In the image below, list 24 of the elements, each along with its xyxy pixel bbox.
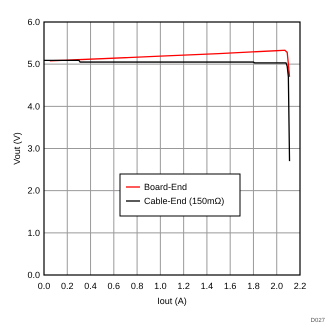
x-tick-label: 0.0: [38, 281, 50, 291]
x-tick-label: 0.4: [84, 281, 97, 291]
x-tick-label: 2.0: [270, 281, 283, 291]
legend-label: Cable-End (150mΩ): [144, 196, 224, 206]
x-tick-label: 2.2: [294, 281, 306, 291]
legend-label: Board-End: [144, 182, 188, 192]
x-axis-title: Iout (A): [157, 296, 187, 306]
y-tick-label: 3.0: [27, 144, 40, 154]
y-tick-label: 5.0: [27, 59, 40, 70]
x-tick-label: 1.4: [200, 281, 214, 291]
x-tick-label: 0.6: [108, 281, 120, 291]
y-tick-label: 4.0: [27, 101, 40, 112]
line-series: [49, 50, 290, 78]
x-tick-label: 1.0: [154, 281, 167, 291]
y-tick-label: 6.0: [27, 17, 40, 27]
y-tick-label: 0.0: [27, 270, 40, 280]
y-axis-title: Vout (V): [12, 132, 22, 165]
x-tick-label: 1.6: [224, 281, 236, 291]
x-tick-label: 0.8: [130, 281, 144, 291]
y-tick-label: 2.0: [27, 186, 40, 196]
y-tick-label: 1.0: [27, 228, 40, 238]
x-tick-label: 1.8: [247, 281, 260, 291]
x-tick-label: 0.2: [61, 281, 74, 291]
x-tick-label: 1.2: [177, 281, 190, 291]
